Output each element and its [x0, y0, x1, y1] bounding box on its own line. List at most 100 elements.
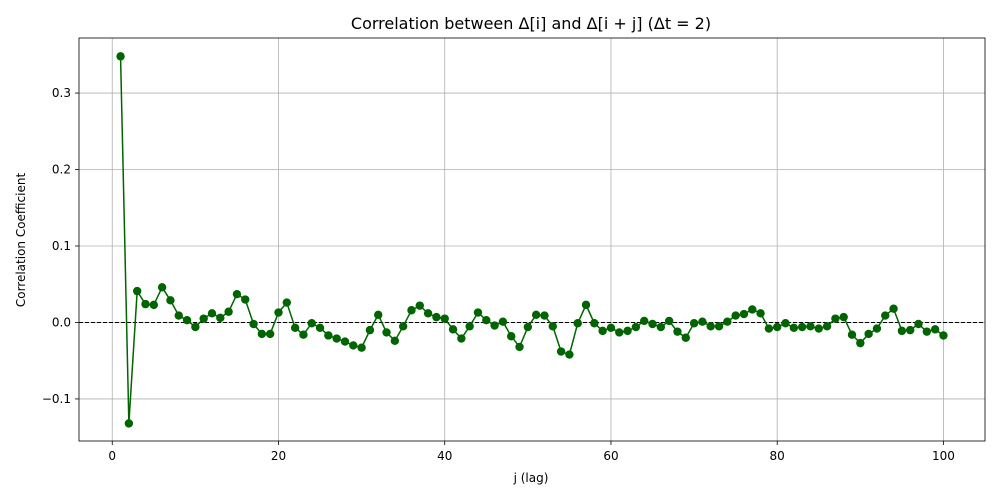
data-point — [390, 336, 400, 346]
data-point — [490, 321, 499, 330]
data-point — [415, 301, 424, 310]
data-point — [565, 350, 574, 359]
data-point — [905, 325, 915, 335]
data-point — [498, 317, 508, 326]
data-point — [274, 308, 283, 317]
data-point — [656, 322, 666, 332]
data-point — [748, 305, 757, 314]
data-point — [831, 314, 840, 323]
data-point — [556, 347, 566, 356]
data-point — [432, 312, 441, 322]
data-point — [282, 298, 291, 307]
axes-layer: 0 20 40 60 80 100 −0.1 0.0 0.1 0.2 0.3 — [42, 37, 986, 463]
data-point — [864, 329, 873, 339]
data-point — [407, 306, 416, 315]
x-tick-label: 40 — [437, 449, 452, 463]
data-point — [856, 338, 865, 348]
data-point — [473, 308, 483, 317]
data-point — [216, 313, 225, 323]
data-point — [689, 319, 699, 328]
data-point — [648, 319, 657, 329]
data-point — [465, 322, 474, 331]
data-point — [781, 319, 790, 328]
y-tick-label: 0.0 — [52, 315, 71, 329]
data-point — [847, 330, 857, 339]
data-point — [324, 331, 333, 340]
data-point — [191, 322, 200, 332]
data-point — [249, 319, 258, 329]
data-point — [573, 319, 582, 328]
data-point — [265, 329, 275, 339]
data-point — [540, 311, 549, 320]
data-point — [531, 310, 541, 320]
data-point — [822, 322, 832, 331]
data-point — [440, 314, 449, 323]
data-point — [664, 316, 674, 326]
y-tick-label: 0.1 — [52, 239, 71, 253]
data-point — [423, 309, 433, 318]
data-point — [673, 327, 682, 336]
data-point — [640, 316, 649, 326]
data-point — [398, 322, 408, 331]
data-point — [698, 317, 707, 326]
data-point — [507, 332, 516, 341]
data-point — [706, 322, 715, 331]
data-point — [598, 326, 607, 336]
data-point — [789, 323, 799, 333]
data-point — [149, 300, 159, 310]
data-point — [307, 319, 316, 328]
data-point — [939, 331, 948, 340]
data-point — [382, 328, 391, 337]
data-point — [365, 325, 375, 335]
x-tick-label: 60 — [603, 449, 618, 463]
data-point — [872, 324, 882, 333]
y-tick-label: 0.2 — [52, 163, 71, 177]
data-point — [523, 322, 533, 332]
data-point — [723, 317, 732, 326]
data-point — [207, 309, 217, 318]
data-point — [606, 323, 616, 333]
data-point — [897, 326, 907, 336]
y-tick-label: −0.1 — [42, 392, 71, 406]
x-tick-label: 100 — [932, 449, 955, 463]
data-point — [349, 341, 358, 350]
data-point — [773, 322, 782, 332]
y-axis-label: Correlation Coefficient — [14, 173, 28, 308]
x-axis-label: j (lag) — [513, 471, 549, 485]
data-point — [739, 309, 749, 319]
data-point — [340, 337, 350, 346]
data-point — [731, 311, 740, 320]
data-point — [814, 324, 823, 333]
data-point — [548, 322, 557, 331]
data-point — [157, 283, 167, 292]
data-point — [315, 323, 325, 333]
series-line — [119, 56, 944, 424]
series-layer — [116, 52, 948, 428]
plot-frame — [78, 37, 986, 442]
data-point — [714, 322, 724, 331]
data-point — [889, 304, 898, 313]
x-tick-label: 0 — [108, 449, 116, 463]
data-point — [914, 319, 923, 329]
data-point — [374, 310, 383, 320]
data-point — [224, 307, 233, 316]
data-point — [332, 334, 341, 343]
data-point — [132, 286, 142, 296]
data-point — [174, 311, 183, 320]
x-tick-label: 20 — [271, 449, 286, 463]
data-point — [199, 314, 208, 323]
data-point — [756, 309, 765, 318]
data-point — [623, 326, 632, 336]
data-point — [515, 342, 524, 352]
data-point — [182, 315, 192, 325]
data-point — [357, 343, 366, 352]
data-point — [290, 323, 300, 333]
data-point — [590, 319, 599, 328]
data-point — [581, 300, 591, 310]
data-point — [232, 289, 242, 299]
data-point — [631, 322, 641, 332]
data-point — [806, 322, 815, 331]
data-point — [797, 322, 807, 332]
